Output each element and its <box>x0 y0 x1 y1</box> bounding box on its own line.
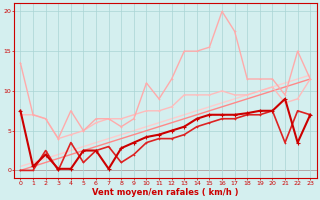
X-axis label: Vent moyen/en rafales ( km/h ): Vent moyen/en rafales ( km/h ) <box>92 188 239 197</box>
